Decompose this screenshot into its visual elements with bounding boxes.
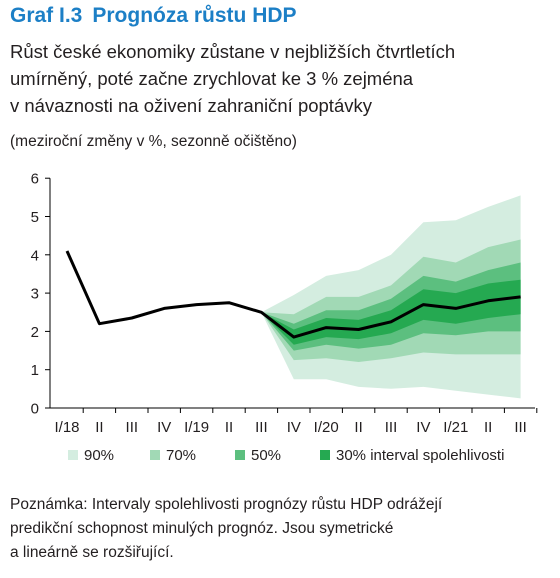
x-tick-label: IV — [157, 419, 171, 436]
title-text: Prognóza růstu HDP — [92, 4, 297, 27]
gdp-line — [65, 250, 521, 339]
x-tick-label: III — [514, 419, 527, 436]
x-tick-label: IV — [416, 419, 430, 436]
x-tick-label: II — [484, 419, 492, 436]
note-line: predikční schopnost minulých prognóz. Js… — [10, 520, 394, 537]
subtitle-line: v návaznosti na oživení zahraniční poptá… — [10, 95, 372, 116]
legend-swatch — [320, 450, 330, 460]
units-label: (meziroční změny v %, sezonně očištěno) — [10, 133, 297, 150]
note-line: Poznámka: Intervaly spolehlivosti prognó… — [10, 496, 443, 513]
legend-swatch — [235, 450, 245, 460]
legend-label: 90% — [84, 447, 114, 464]
chart-note: Poznámka: Intervaly spolehlivosti prognó… — [10, 493, 555, 565]
x-tick-label: I/19 — [184, 419, 209, 436]
legend-label: 50% — [251, 447, 281, 464]
y-tick-label: 5 — [31, 209, 39, 226]
x-tick-label: I/18 — [54, 419, 79, 436]
x-tick-label: I/21 — [443, 419, 468, 436]
y-tick-label: 6 — [31, 171, 39, 188]
figure-number: Graf I.3 — [10, 4, 83, 27]
fan-bands — [261, 195, 521, 399]
y-tick-label: 2 — [31, 324, 39, 341]
x-tick-label: II — [95, 419, 103, 436]
y-tick-label: 0 — [31, 401, 39, 418]
legend-swatch — [68, 450, 78, 460]
x-tick-label: III — [126, 419, 139, 436]
legend: 90% 70% 50% 30% interval spolehlivosti — [68, 447, 504, 464]
chart-title: Graf I.3 Prognóza růstu HDP — [10, 4, 297, 28]
x-tick-label: I/20 — [314, 419, 339, 436]
y-tick-label: 3 — [31, 286, 39, 303]
x-tick-label: II — [354, 419, 362, 436]
subtitle-line: Růst české ekonomiky zůstane v nejbližší… — [10, 41, 456, 62]
note-line: a lineárně se rozšiřující. — [10, 544, 174, 561]
x-tick-label: III — [255, 419, 268, 436]
legend-swatch — [150, 450, 160, 460]
legend-label: 30% interval spolehlivosti — [336, 447, 504, 464]
x-tick-label: IV — [287, 419, 301, 436]
y-tick-label: 4 — [31, 247, 39, 264]
chart-subtitle: Růst české ekonomiky zůstane v nejbližší… — [10, 38, 550, 119]
x-tick-label: III — [385, 419, 398, 436]
legend-label: 70% — [166, 447, 196, 464]
y-tick-label: 1 — [31, 362, 39, 379]
subtitle-line: umírněný, poté začne zrychlovat ke 3 % z… — [10, 68, 414, 89]
x-tick-label: II — [225, 419, 233, 436]
